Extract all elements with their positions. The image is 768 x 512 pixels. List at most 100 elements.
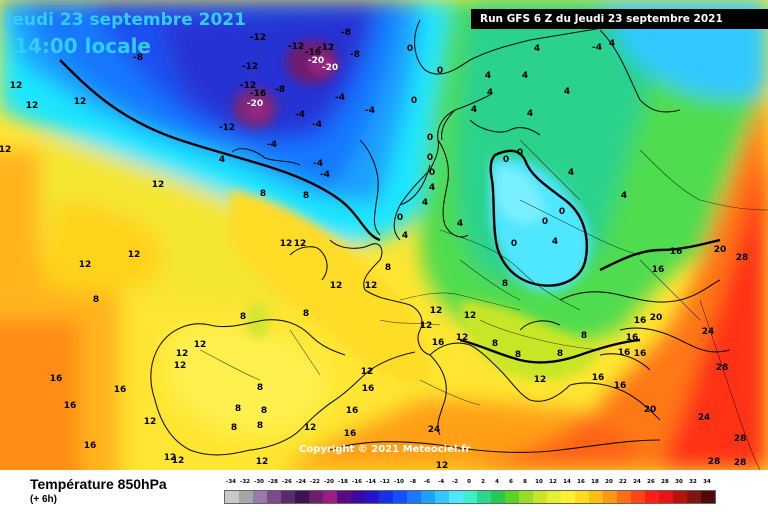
temperature-label: 0 bbox=[429, 168, 435, 178]
temperature-label: 0 bbox=[559, 207, 565, 217]
temperature-label: 16 bbox=[84, 441, 97, 451]
temperature-label: 4 bbox=[219, 155, 225, 165]
legend-swatch bbox=[337, 491, 351, 503]
legend-label: 24 bbox=[633, 479, 641, 485]
temperature-label: 12 bbox=[0, 145, 11, 155]
copyright-notice: Copyright © 2021 Meteociel.fr bbox=[299, 444, 471, 455]
temperature-label: 12 bbox=[164, 453, 177, 463]
temperature-label: 24 bbox=[702, 327, 715, 337]
temperature-label: 16 bbox=[50, 374, 63, 384]
temperature-label: -12 bbox=[240, 81, 256, 91]
run-info: Run GFS 6 Z du Jeudi 23 septembre 2021 bbox=[471, 9, 768, 29]
temperature-label: 4 bbox=[402, 231, 408, 241]
legend-label: 2 bbox=[481, 479, 485, 485]
legend-swatch bbox=[365, 491, 379, 503]
temperature-label: 12 bbox=[194, 340, 207, 350]
temperature-label: 4 bbox=[568, 168, 574, 178]
temperature-label: -12 bbox=[318, 43, 334, 53]
temperature-label: 4 bbox=[487, 88, 493, 98]
legend-label: 6 bbox=[509, 479, 513, 485]
temperature-label: 12 bbox=[280, 239, 293, 249]
legend-label: -20 bbox=[324, 479, 334, 485]
legend-swatch bbox=[575, 491, 589, 503]
temperature-label: -20 bbox=[308, 56, 324, 66]
temperature-label: -4 bbox=[365, 106, 375, 116]
temperature-label: -4 bbox=[313, 159, 323, 169]
legend-swatch bbox=[393, 491, 407, 503]
temperature-label: 4 bbox=[564, 87, 570, 97]
legend-swatch bbox=[267, 491, 281, 503]
legend-swatch bbox=[351, 491, 365, 503]
legend-swatch bbox=[547, 491, 561, 503]
temperature-label: 16 bbox=[432, 338, 445, 348]
temperature-label: -12 bbox=[250, 33, 266, 43]
temperature-label: 4 bbox=[471, 105, 477, 115]
temperature-label: -12 bbox=[288, 42, 304, 52]
temperature-label: 12 bbox=[174, 361, 187, 371]
temperature-label: 28 bbox=[734, 458, 747, 468]
temperature-label: 8 bbox=[257, 421, 263, 431]
temperature-label: 4 bbox=[457, 219, 463, 229]
legend-swatch bbox=[421, 491, 435, 503]
temperature-label: 12 bbox=[534, 375, 547, 385]
legend-label: 18 bbox=[591, 479, 599, 485]
temperature-label: 4 bbox=[522, 71, 528, 81]
legend-swatch bbox=[645, 491, 659, 503]
temperature-label: 28 bbox=[734, 434, 747, 444]
legend-swatch bbox=[533, 491, 547, 503]
temperature-label: -16 bbox=[305, 48, 321, 58]
temperature-label: -16 bbox=[250, 89, 266, 99]
temperature-label: 16 bbox=[362, 384, 375, 394]
temperature-label: 8 bbox=[257, 383, 263, 393]
temperature-label: -20 bbox=[322, 63, 338, 73]
temperature-label: 8 bbox=[235, 404, 241, 414]
temperature-label: 20 bbox=[650, 313, 663, 323]
temperature-label: 8 bbox=[581, 331, 587, 341]
legend-swatch bbox=[617, 491, 631, 503]
temperature-label: 16 bbox=[344, 429, 357, 439]
legend-swatch bbox=[463, 491, 477, 503]
legend-swatch bbox=[659, 491, 673, 503]
legend-swatch bbox=[323, 491, 337, 503]
color-scale-legend bbox=[224, 490, 716, 504]
legend-swatch bbox=[603, 491, 617, 503]
forecast-date: Jeudi 23 septembre 2021 bbox=[6, 10, 246, 30]
temperature-label: 0 bbox=[511, 239, 517, 249]
temperature-label: 12 bbox=[79, 260, 92, 270]
legend-swatch bbox=[379, 491, 393, 503]
temperature-map: -12 -8-12-16-12-20-20-8-12-12-16-20-12-8-… bbox=[0, 0, 768, 470]
temperature-label: 0 bbox=[407, 44, 413, 54]
legend-swatch bbox=[309, 491, 323, 503]
temperature-label: 16 bbox=[614, 381, 627, 391]
legend-swatch bbox=[673, 491, 687, 503]
temperature-label: 12 bbox=[10, 81, 23, 91]
temperature-label: 16 bbox=[114, 385, 127, 395]
temperature-label: 28 bbox=[708, 457, 721, 467]
legend-label: 22 bbox=[619, 479, 627, 485]
temperature-label: 16 bbox=[346, 406, 359, 416]
temperature-label: 16 bbox=[670, 247, 683, 257]
temperature-label: -4 bbox=[320, 170, 330, 180]
legend-swatch bbox=[701, 491, 715, 503]
temperature-label: 12 bbox=[436, 461, 449, 470]
legend-label: -2 bbox=[451, 479, 459, 485]
legend-label: -14 bbox=[366, 479, 376, 485]
legend-label: -28 bbox=[268, 479, 278, 485]
temperature-label: 8 bbox=[557, 349, 563, 359]
temperature-label: 8 bbox=[261, 406, 267, 416]
temperature-label: 0 bbox=[397, 213, 403, 223]
legend-label: 26 bbox=[647, 479, 655, 485]
temperature-label: 16 bbox=[634, 316, 647, 326]
legend-label: 10 bbox=[535, 479, 543, 485]
coastlines bbox=[150, 19, 731, 456]
temperature-label: -4 bbox=[335, 93, 345, 103]
legend-label: 32 bbox=[689, 479, 697, 485]
temperature-label: 12 bbox=[152, 180, 165, 190]
temperature-label: 12 bbox=[294, 239, 307, 249]
legend-swatch bbox=[631, 491, 645, 503]
temperature-label: 28 bbox=[716, 363, 729, 373]
temperature-label: -20 bbox=[247, 99, 263, 109]
temperature-label: 4 bbox=[485, 71, 491, 81]
temperature-label: 12 bbox=[26, 101, 39, 111]
temperature-label: 0 bbox=[542, 217, 548, 227]
